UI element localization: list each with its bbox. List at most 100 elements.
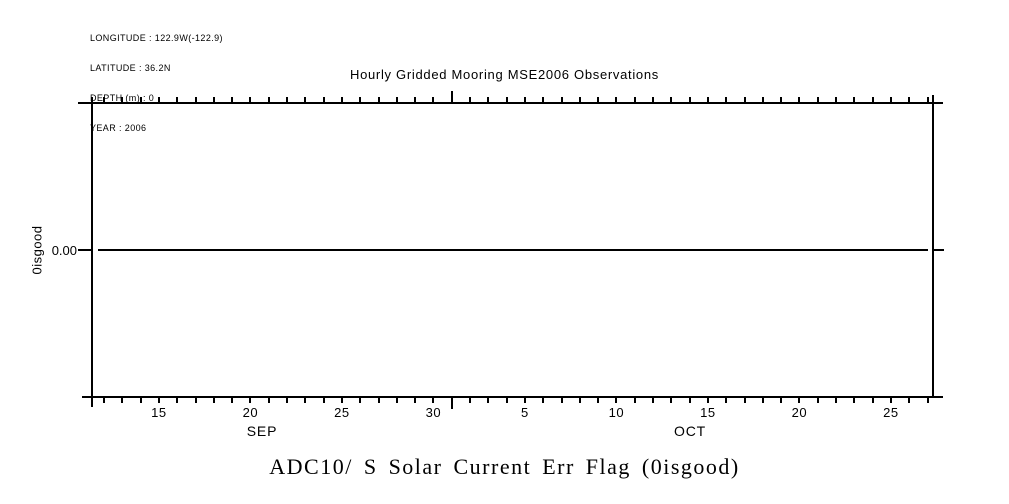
x-tick-top bbox=[286, 97, 288, 102]
x-tick-bottom bbox=[633, 398, 636, 403]
x-tick-label: 30 bbox=[425, 405, 442, 420]
x-tick-bottom bbox=[231, 398, 234, 403]
x-tick-top bbox=[542, 97, 545, 102]
x-tick-bottom bbox=[176, 398, 179, 403]
x-tick-top bbox=[816, 97, 819, 102]
x-tick-label: 25 bbox=[334, 405, 350, 420]
x-tick-top bbox=[670, 97, 673, 102]
x-tick-label: 5 bbox=[521, 405, 529, 420]
x-tick-label: 10 bbox=[608, 405, 625, 420]
x-tick-top bbox=[835, 97, 837, 102]
y-zero-tick-right bbox=[934, 249, 944, 251]
metadata-block: LONGITUDE : 122.9W(-122.9) LATITUDE : 36… bbox=[90, 13, 223, 153]
x-tick-top bbox=[780, 97, 783, 102]
x-tick-top bbox=[103, 97, 105, 102]
x-tick-bottom bbox=[725, 398, 728, 403]
x-tick-top bbox=[798, 97, 801, 102]
x-tick-bottom bbox=[542, 398, 545, 403]
x-tick-bottom bbox=[523, 398, 526, 403]
x-tick-bottom bbox=[688, 398, 691, 403]
x-tick-top bbox=[432, 97, 435, 102]
metadata-longitude: LONGITUDE : 122.9W(-122.9) bbox=[90, 33, 223, 43]
x-tick-bottom bbox=[761, 398, 764, 403]
metadata-year: YEAR : 2006 bbox=[90, 123, 147, 133]
y-tick-label: 0.00 bbox=[51, 243, 77, 258]
x-tick-top bbox=[231, 97, 234, 102]
x-tick-bottom bbox=[871, 398, 874, 403]
x-tick-bottom bbox=[615, 398, 618, 403]
x-tick-top bbox=[395, 97, 398, 102]
x-tick-top bbox=[706, 97, 709, 102]
x-tick-bottom bbox=[377, 398, 380, 403]
x-tick-bottom bbox=[926, 398, 929, 403]
x-tick-top bbox=[176, 97, 179, 102]
x-tick-month-bottom bbox=[450, 398, 453, 409]
x-tick-top bbox=[267, 97, 270, 102]
x-tick-bottom bbox=[103, 398, 105, 403]
x-tick-bottom bbox=[597, 398, 600, 403]
x-tick-top bbox=[926, 97, 929, 102]
x-tick-top bbox=[889, 97, 892, 102]
x-tick-label: 25 bbox=[883, 405, 899, 420]
x-tick-label: 20 bbox=[791, 405, 808, 420]
x-tick-bottom bbox=[670, 398, 673, 403]
x-tick-bottom bbox=[816, 398, 819, 403]
x-tick-top bbox=[139, 97, 142, 102]
x-tick-top bbox=[761, 97, 764, 102]
x-tick-bottom bbox=[340, 398, 343, 403]
x-tick-top bbox=[340, 97, 343, 102]
x-tick-bottom bbox=[414, 398, 417, 403]
axis-bottom-line bbox=[82, 396, 943, 398]
y-axis-label: 0isgood bbox=[29, 225, 45, 275]
x-tick-bottom bbox=[853, 398, 856, 403]
x-tick-top bbox=[377, 97, 380, 102]
x-tick-top bbox=[743, 97, 746, 102]
y-zero-tick-left bbox=[78, 249, 91, 251]
x-tick-top bbox=[322, 97, 325, 102]
x-tick-bottom bbox=[304, 398, 307, 403]
x-tick-bottom bbox=[249, 398, 252, 403]
x-tick-top bbox=[597, 97, 600, 102]
x-tick-top bbox=[652, 97, 654, 102]
x-tick-top bbox=[359, 97, 362, 102]
x-tick-top bbox=[212, 97, 215, 102]
x-tick-top bbox=[615, 97, 618, 102]
x-tick-top bbox=[725, 97, 728, 102]
x-tick-month-top bbox=[450, 91, 453, 102]
x-tick-bottom bbox=[157, 398, 160, 403]
x-tick-top bbox=[871, 97, 874, 102]
x-tick-bottom bbox=[286, 398, 288, 403]
x-tick-bottom bbox=[706, 398, 709, 403]
x-tick-top bbox=[578, 97, 581, 102]
month-label-oct: OCT bbox=[674, 423, 706, 439]
x-tick-bottom bbox=[560, 398, 563, 403]
month-label-sep: SEP bbox=[246, 423, 278, 439]
chart-title: Hourly Gridded Mooring MSE2006 Observati… bbox=[349, 67, 659, 82]
x-tick-bottom bbox=[835, 398, 837, 403]
x-tick-bottom bbox=[194, 398, 197, 403]
metadata-depth: DEPTH (m) : 0 bbox=[90, 93, 155, 103]
x-tick-top bbox=[560, 97, 563, 102]
x-tick-top bbox=[157, 97, 160, 102]
main-title: ADC10/ S Solar Current Err Flag (0isgood… bbox=[269, 454, 740, 479]
x-tick-bottom bbox=[432, 398, 435, 403]
x-tick-top bbox=[688, 97, 691, 102]
x-tick-bottom bbox=[908, 398, 911, 403]
axis-right-line bbox=[932, 95, 934, 398]
zero-data-line bbox=[98, 249, 928, 251]
axis-left-line bbox=[91, 97, 93, 407]
x-tick-bottom bbox=[267, 398, 270, 403]
metadata-latitude: LATITUDE : 36.2N bbox=[90, 63, 171, 73]
x-tick-bottom bbox=[780, 398, 783, 403]
x-tick-bottom bbox=[121, 398, 124, 403]
x-tick-label: 20 bbox=[242, 405, 259, 420]
x-tick-bottom bbox=[798, 398, 801, 403]
x-tick-bottom bbox=[652, 398, 654, 403]
x-tick-label: 15 bbox=[700, 405, 716, 420]
x-tick-top bbox=[523, 97, 526, 102]
x-tick-top bbox=[249, 97, 252, 102]
x-tick-top bbox=[414, 97, 417, 102]
x-tick-top bbox=[304, 97, 307, 102]
x-tick-top bbox=[853, 97, 856, 102]
